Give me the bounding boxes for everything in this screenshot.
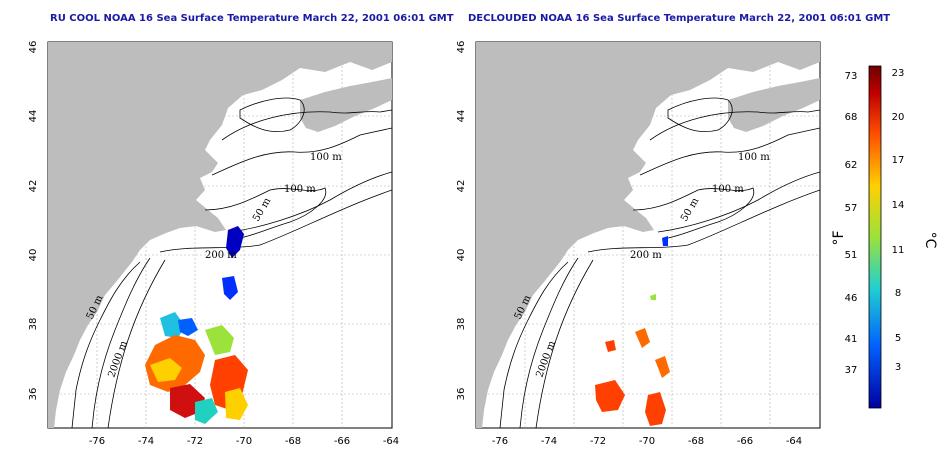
svg-text:-76: -76 <box>492 436 508 447</box>
celsius-ticks: 23 20 17 14 11 8 5 3 <box>892 68 905 373</box>
svg-text:42: 42 <box>28 180 39 193</box>
left-map: 100 m 100 m 50 m 200 m 50 m 2000 m -76 -… <box>28 41 399 447</box>
right-map-title: DECLOUDED NOAA 16 Sea Surface Temperatur… <box>468 13 891 24</box>
svg-text:17: 17 <box>892 155 905 166</box>
svg-text:-72: -72 <box>590 436 606 447</box>
svg-text:46: 46 <box>456 41 467 54</box>
left-x-ticks: -76 -74 -72 -70 -68 -66 -64 <box>89 436 399 447</box>
svg-text:-66: -66 <box>737 436 753 447</box>
left-land <box>48 42 392 428</box>
left-map-title: RU COOL NOAA 16 Sea Surface Temperature … <box>50 13 454 24</box>
svg-text:-70: -70 <box>639 436 655 447</box>
svg-text:20: 20 <box>892 112 905 123</box>
right-nova-scotia <box>728 78 820 132</box>
fahrenheit-unit: °F <box>831 230 847 245</box>
svg-text:100 m: 100 m <box>738 152 770 163</box>
right-sst-patches <box>595 236 670 426</box>
svg-text:44: 44 <box>28 110 39 123</box>
svg-text:-68: -68 <box>688 436 704 447</box>
right-x-ticks: -76 -74 -72 -70 -68 -66 -64 <box>492 436 802 447</box>
right-depth-contours <box>499 97 820 428</box>
svg-text:36: 36 <box>456 388 467 401</box>
svg-text:57: 57 <box>845 203 858 214</box>
svg-text:44: 44 <box>456 110 467 123</box>
svg-text:41: 41 <box>845 334 858 345</box>
svg-text:14: 14 <box>892 200 905 211</box>
colorbar-gradient <box>868 65 882 409</box>
svg-text:200 m: 200 m <box>205 250 237 261</box>
svg-text:8: 8 <box>895 288 901 299</box>
svg-text:-74: -74 <box>138 436 154 447</box>
svg-text:62: 62 <box>845 160 858 171</box>
svg-text:200 m: 200 m <box>630 250 662 261</box>
svg-text:38: 38 <box>456 318 467 331</box>
left-depth-contours <box>71 97 392 428</box>
svg-text:100 m: 100 m <box>712 184 744 195</box>
svg-text:38: 38 <box>28 318 39 331</box>
left-y-ticks: 46 44 42 40 38 36 <box>28 41 39 401</box>
svg-text:5: 5 <box>895 333 901 344</box>
right-y-ticks: 46 44 42 40 38 36 <box>456 41 467 401</box>
svg-text:46: 46 <box>845 293 858 304</box>
fahrenheit-ticks: 73 68 62 57 51 46 41 37 <box>845 71 858 376</box>
svg-text:46: 46 <box>28 41 39 54</box>
svg-text:40: 40 <box>456 249 467 262</box>
svg-text:-68: -68 <box>285 436 301 447</box>
svg-text:36: 36 <box>28 388 39 401</box>
left-sst-patches <box>145 226 248 424</box>
svg-text:-76: -76 <box>89 436 105 447</box>
svg-text:11: 11 <box>892 245 905 256</box>
svg-text:-64: -64 <box>786 436 802 447</box>
svg-text:51: 51 <box>845 250 858 261</box>
svg-text:-74: -74 <box>541 436 557 447</box>
celsius-unit: °C <box>922 232 938 249</box>
svg-text:3: 3 <box>895 362 901 373</box>
svg-text:23: 23 <box>892 68 905 79</box>
left-nova-scotia <box>300 78 392 132</box>
svg-text:-72: -72 <box>187 436 203 447</box>
svg-text:100 m: 100 m <box>284 184 316 195</box>
svg-text:40: 40 <box>28 249 39 262</box>
svg-text:-70: -70 <box>236 436 252 447</box>
svg-text:-64: -64 <box>383 436 399 447</box>
right-land <box>476 42 820 428</box>
svg-text:100 m: 100 m <box>310 152 342 163</box>
svg-text:68: 68 <box>845 112 858 123</box>
svg-text:73: 73 <box>845 71 858 82</box>
svg-text:-66: -66 <box>334 436 350 447</box>
temperature-colorbar: 73 68 62 57 51 46 41 37 23 20 17 14 11 8… <box>831 65 938 409</box>
right-map: 100 m 100 m 50 m 200 m 50 m 2000 m -76 -… <box>456 41 821 447</box>
svg-text:42: 42 <box>456 180 467 193</box>
svg-text:37: 37 <box>845 365 858 376</box>
